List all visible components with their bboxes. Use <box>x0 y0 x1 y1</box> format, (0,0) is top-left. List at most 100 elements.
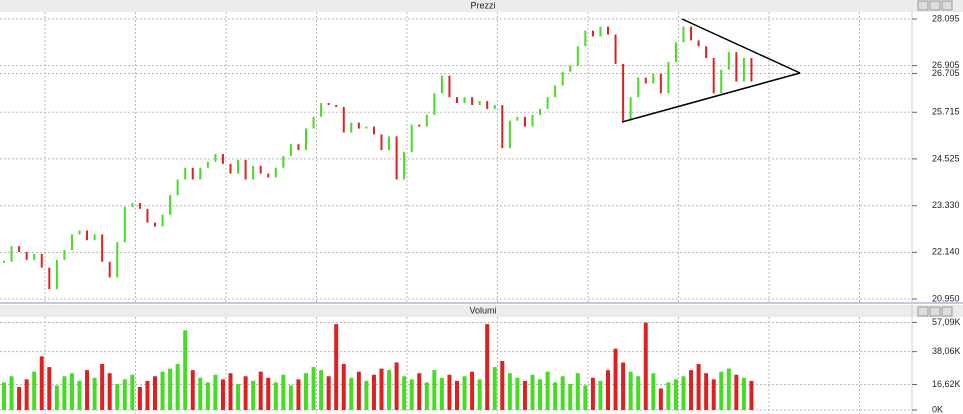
price-bar <box>252 165 255 180</box>
price-bar <box>403 152 406 180</box>
price-bar <box>33 253 36 260</box>
price-bar <box>682 26 685 43</box>
y-tick-label: 28.095 <box>932 13 960 23</box>
volume-bar <box>334 324 339 410</box>
maximize-button[interactable] <box>929 0 941 11</box>
header-strip <box>0 305 963 317</box>
price-bar <box>274 167 277 178</box>
price-bar <box>138 202 141 209</box>
price-bar <box>516 116 519 121</box>
volume-bar <box>439 377 444 410</box>
volume-bar <box>673 379 678 410</box>
price-bar <box>644 77 647 84</box>
volume-bar <box>243 376 248 410</box>
header-strip <box>0 0 963 12</box>
volume-bar <box>530 374 535 410</box>
volume-bar <box>273 382 278 410</box>
minimize-button[interactable] <box>917 0 929 11</box>
volume-bar <box>32 371 37 410</box>
trend-line <box>681 18 801 74</box>
price-bar <box>659 73 662 94</box>
price-bar <box>720 69 723 94</box>
volume-bar <box>643 322 648 410</box>
volume-bar <box>251 380 256 410</box>
price-bar <box>569 65 572 72</box>
volume-bar <box>236 383 241 410</box>
volume-bar <box>228 373 233 410</box>
volume-bar <box>54 385 59 410</box>
price-bar <box>55 259 58 290</box>
price-bar <box>433 93 436 115</box>
volume-bar <box>492 367 497 410</box>
panel-title: Volumi <box>469 305 496 315</box>
price-bar <box>554 85 557 98</box>
volume-bar <box>734 374 739 410</box>
y-tick-label: 16,62K <box>932 379 961 389</box>
volume-bar <box>145 380 150 410</box>
volume-bar <box>130 374 135 410</box>
price-bar <box>690 26 693 41</box>
volume-bar <box>288 385 293 410</box>
price-bar <box>440 75 443 94</box>
volume-bar <box>190 370 195 410</box>
price-bar <box>523 116 526 127</box>
volume-bar <box>447 374 452 410</box>
price-bar <box>607 26 609 35</box>
y-tick-label: 26.705 <box>932 68 960 78</box>
minimize-button[interactable] <box>917 306 929 317</box>
price-bar <box>237 159 240 174</box>
price-bar <box>357 122 360 129</box>
price-bar <box>214 154 217 162</box>
volume-bar <box>2 382 6 410</box>
volume-bar <box>553 382 558 410</box>
volume-bar <box>341 364 346 410</box>
price-bar <box>123 206 126 243</box>
volume-bar <box>175 364 180 410</box>
y-tick-label: 57,09K <box>932 317 961 327</box>
volume-bar <box>107 373 112 410</box>
volume-bar <box>658 388 663 410</box>
volume-bar <box>749 380 754 410</box>
price-bar <box>508 120 511 149</box>
volume-bar <box>311 367 316 410</box>
price-bar <box>727 52 730 70</box>
price-bar <box>146 208 149 223</box>
price-bar <box>463 97 466 104</box>
price-bar <box>48 267 51 290</box>
volume-bar <box>485 324 490 410</box>
maximize-button[interactable] <box>929 306 941 317</box>
volume-bar <box>741 377 746 410</box>
price-bar <box>372 126 375 135</box>
volume-bar <box>100 364 105 410</box>
volume-bar <box>575 373 580 410</box>
volume-bar <box>470 371 475 410</box>
price-bar <box>327 103 330 106</box>
price-bar <box>161 214 164 227</box>
window-buttons[interactable] <box>917 0 953 317</box>
close-button[interactable] <box>941 0 953 11</box>
close-button[interactable] <box>941 306 953 317</box>
price-bar <box>410 124 413 153</box>
volume-bar <box>515 377 520 410</box>
volume-bar <box>17 387 22 410</box>
volume-bar <box>424 382 429 410</box>
price-bar <box>93 234 96 241</box>
price-bar <box>561 71 564 86</box>
volume-bar <box>409 379 414 410</box>
volume-bar <box>349 377 354 410</box>
price-bar <box>244 159 247 180</box>
volume-bar <box>636 376 641 410</box>
price-bar <box>546 97 549 109</box>
price-bar <box>539 108 542 115</box>
price-bar <box>652 73 655 84</box>
volume-bar <box>183 330 188 410</box>
volume-bar <box>62 376 67 410</box>
trend-line <box>621 72 801 123</box>
volume-bar <box>613 348 618 410</box>
volume-bar <box>628 371 633 410</box>
volume-bar <box>266 377 271 410</box>
price-bar <box>380 134 383 151</box>
price-bar <box>305 128 307 151</box>
volume-bar <box>568 383 573 410</box>
